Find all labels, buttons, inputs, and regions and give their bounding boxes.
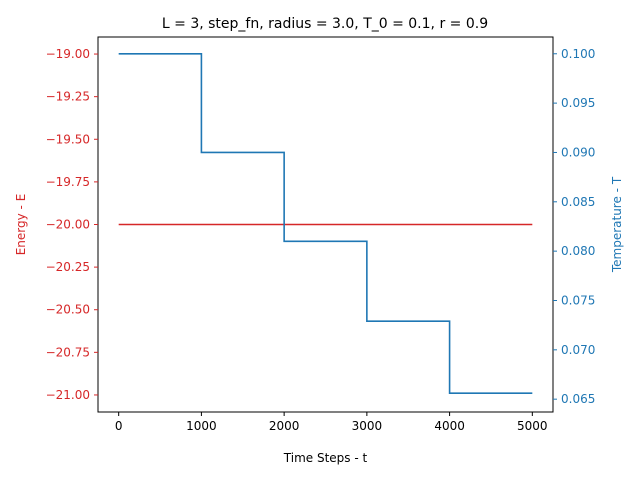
y-right-tick-label: 0.090 (561, 145, 595, 159)
y-right-tick-label: 0.095 (561, 96, 595, 110)
x-axis-label: Time Steps - t (283, 451, 368, 465)
x-tick-label: 4000 (434, 419, 465, 433)
x-tick-label: 5000 (517, 419, 548, 433)
y-right-tick-label: 0.080 (561, 244, 595, 258)
x-tick-label: 0 (115, 419, 123, 433)
y-right-tick-label: 0.075 (561, 293, 595, 307)
chart-title: L = 3, step_fn, radius = 3.0, T_0 = 0.1,… (162, 16, 488, 32)
y-left-tick-label: −19.50 (46, 132, 90, 146)
temperature-series-line (118, 52, 533, 394)
y-left-tick-label: −19.25 (46, 90, 90, 104)
x-tick-label: 1000 (186, 419, 217, 433)
x-tick-label: 2000 (269, 419, 300, 433)
y-left-tick-label: −19.75 (46, 175, 90, 189)
y-left-tick-label: −20.00 (46, 218, 90, 232)
y-left-tick-label: −21.00 (46, 388, 90, 402)
y-axis-right-label: Temperature - T (610, 176, 624, 273)
x-tick-label: 3000 (352, 419, 383, 433)
y-right-tick-label: 0.085 (561, 195, 595, 209)
axis-ticks: 0 1000 2000 3000 4000 5000 −19.00 −19.25 −19.50 −… (46, 47, 596, 433)
y-right-tick-label: 0.100 (561, 47, 595, 61)
y-left-tick-label: −20.75 (46, 345, 90, 359)
y-axis-left-label: Energy - E (14, 194, 28, 256)
y-right-tick-label: 0.070 (561, 343, 595, 357)
y-left-tick-label: −19.00 (46, 47, 90, 61)
plot-area (118, 52, 533, 394)
y-right-tick-label: 0.065 (561, 392, 595, 406)
y-left-tick-label: −20.25 (46, 260, 90, 274)
y-left-tick-label: −20.50 (46, 303, 90, 317)
